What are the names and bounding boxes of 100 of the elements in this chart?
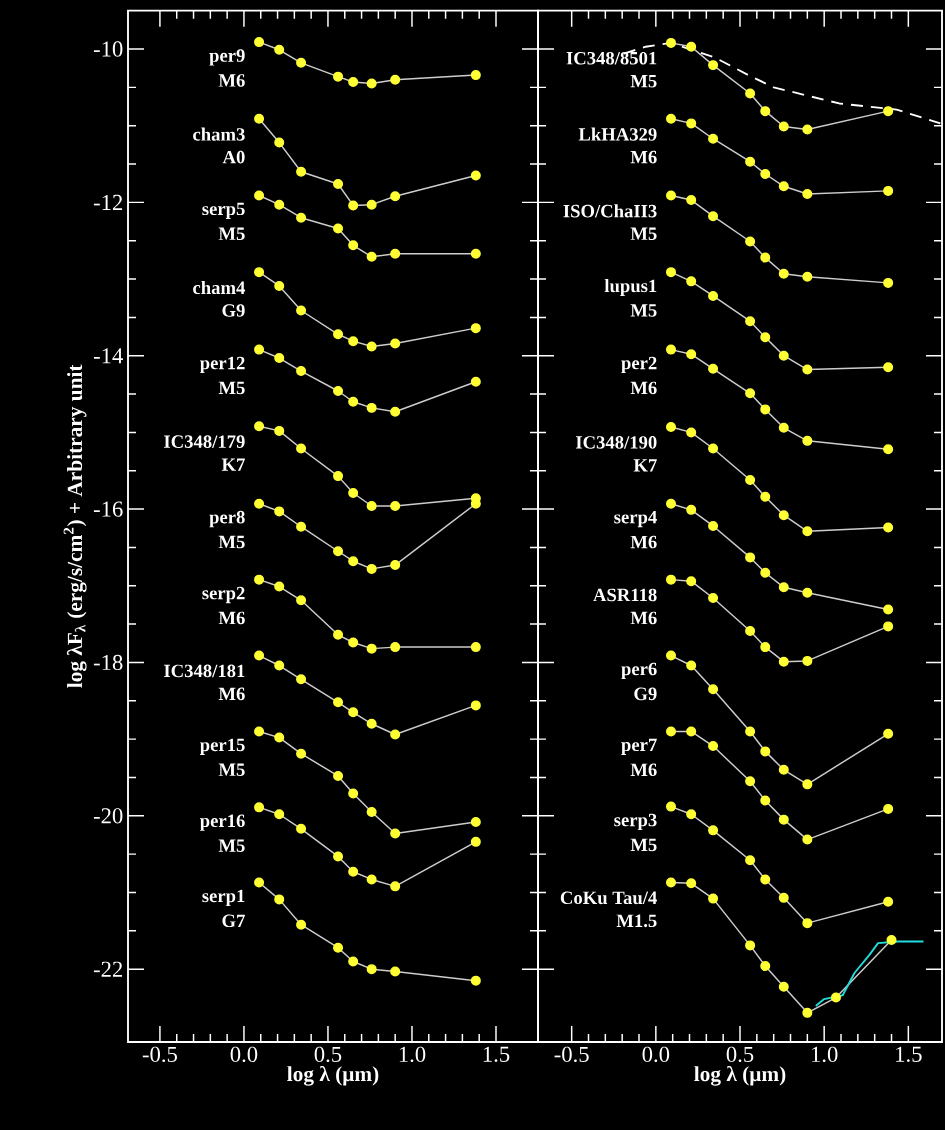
x-tick-label: 0.0 [230, 1046, 258, 1063]
point [333, 471, 344, 482]
x-tick-label: 0.0 [642, 1046, 670, 1063]
series-label: LkHA329 [578, 127, 657, 141]
annotation: M5 [630, 75, 657, 88]
point [686, 195, 697, 206]
point [830, 992, 841, 1003]
point [470, 323, 481, 334]
point [778, 582, 789, 593]
point [366, 199, 377, 210]
point [274, 809, 285, 820]
series-label: IC348/190 [575, 436, 657, 449]
point [348, 240, 359, 251]
annotation: M5 [218, 381, 245, 395]
point [333, 178, 344, 189]
point [665, 877, 676, 888]
point [778, 181, 789, 192]
point [390, 406, 401, 417]
point [802, 779, 813, 790]
point [366, 806, 377, 817]
point [470, 836, 481, 847]
point [760, 567, 771, 578]
point [665, 498, 676, 509]
point [708, 520, 719, 531]
point [802, 364, 813, 375]
point [802, 124, 813, 135]
point [883, 803, 894, 814]
point [708, 684, 719, 695]
point [665, 37, 676, 48]
point [366, 643, 377, 654]
point [348, 788, 359, 799]
point [760, 332, 771, 343]
point [745, 726, 756, 737]
point [390, 338, 401, 349]
point [333, 71, 344, 82]
point [708, 825, 719, 836]
x-axis-title: log λ (μm) [287, 1065, 379, 1086]
x-tick-label: -0.5 [142, 1046, 177, 1063]
point [802, 435, 813, 446]
x-tick-label: 0.5 [314, 1046, 342, 1063]
point [686, 118, 697, 129]
point [470, 376, 481, 387]
point [778, 892, 789, 903]
point [802, 1007, 813, 1018]
point [802, 655, 813, 666]
point [883, 728, 894, 739]
series-label: per8 [209, 510, 245, 528]
point [348, 866, 359, 877]
series-label: CoKu Tau/4 [560, 891, 657, 905]
point [366, 563, 377, 574]
point [745, 474, 756, 485]
point [470, 700, 481, 711]
annotation: M5 [630, 838, 657, 852]
point [333, 329, 344, 340]
point [390, 501, 401, 512]
point [274, 732, 285, 743]
point [760, 795, 771, 806]
series-label: per12 [199, 356, 245, 374]
point [333, 942, 344, 953]
point [665, 574, 676, 585]
point [883, 896, 894, 907]
y-tick-label: -14 [93, 348, 123, 364]
point [883, 621, 894, 632]
series-label: serp2 [202, 586, 245, 604]
point [296, 521, 307, 532]
point [390, 191, 401, 202]
point [745, 552, 756, 563]
point [254, 344, 265, 355]
point [296, 823, 307, 834]
y-tick-label: -22 [93, 961, 123, 977]
point [296, 748, 307, 759]
point [760, 404, 771, 415]
point [296, 305, 307, 316]
point [348, 637, 359, 648]
annotation: A0 [222, 150, 245, 164]
point [745, 316, 756, 327]
point [778, 764, 789, 775]
series-label: per15 [199, 738, 245, 755]
annotation: M6 [218, 611, 245, 625]
point [390, 729, 401, 740]
point [333, 546, 344, 557]
point [686, 660, 697, 671]
point [686, 726, 697, 737]
point [333, 770, 344, 781]
series-label: serp3 [614, 813, 657, 831]
point [296, 919, 307, 930]
point [390, 560, 401, 571]
point [274, 137, 285, 148]
point [390, 74, 401, 85]
annotation: M1.5 [616, 914, 657, 928]
point [366, 341, 377, 352]
annotation: M5 [218, 535, 245, 549]
point [760, 746, 771, 757]
point [274, 425, 285, 436]
annotation: M6 [630, 763, 657, 777]
annotation: K7 [633, 459, 657, 472]
point [708, 593, 719, 604]
series-label: IC348/179 [164, 435, 245, 448]
point [348, 396, 359, 407]
point [802, 188, 813, 199]
